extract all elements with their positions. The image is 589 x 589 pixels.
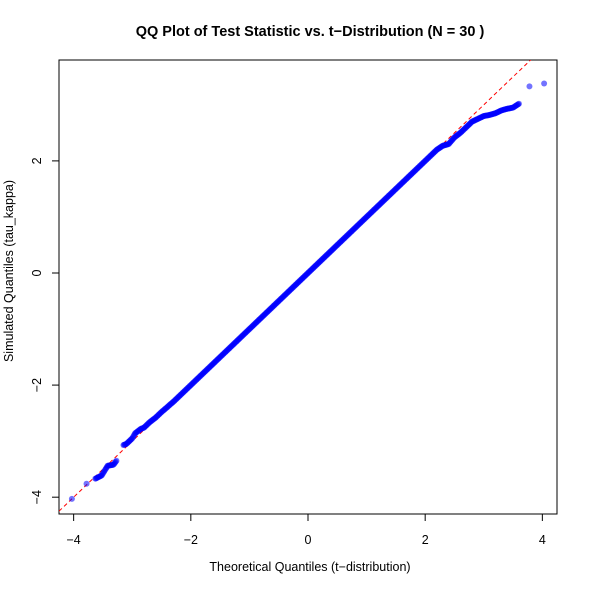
x-tick-label: −4	[67, 533, 81, 547]
data-point	[541, 80, 548, 87]
y-tick-label: 0	[30, 269, 44, 276]
plot-area-border	[58, 59, 558, 515]
data-point	[68, 495, 75, 502]
x-tick-label: −2	[184, 533, 198, 547]
data-point	[515, 100, 522, 107]
x-axis-title: Theoretical Quantiles (t−distribution)	[209, 560, 410, 574]
y-tick-label: −4	[30, 490, 44, 504]
x-tick-label: 4	[539, 533, 546, 547]
data-points-layer	[68, 80, 548, 502]
y-axis: −4 −2 0 2	[30, 157, 59, 504]
x-tick-label: 0	[305, 533, 312, 547]
chart-title: QQ Plot of Test Statistic vs. t−Distribu…	[136, 24, 485, 40]
data-point	[526, 83, 533, 90]
data-point	[83, 480, 90, 487]
data-point	[113, 457, 120, 464]
x-axis: −4 −2 0 2 4	[67, 514, 546, 547]
y-tick-label: 2	[30, 157, 44, 164]
y-tick-label: −2	[30, 378, 44, 392]
x-tick-label: 2	[422, 533, 429, 547]
y-axis-title: Simulated Quantiles (tau_kappa)	[2, 180, 16, 362]
